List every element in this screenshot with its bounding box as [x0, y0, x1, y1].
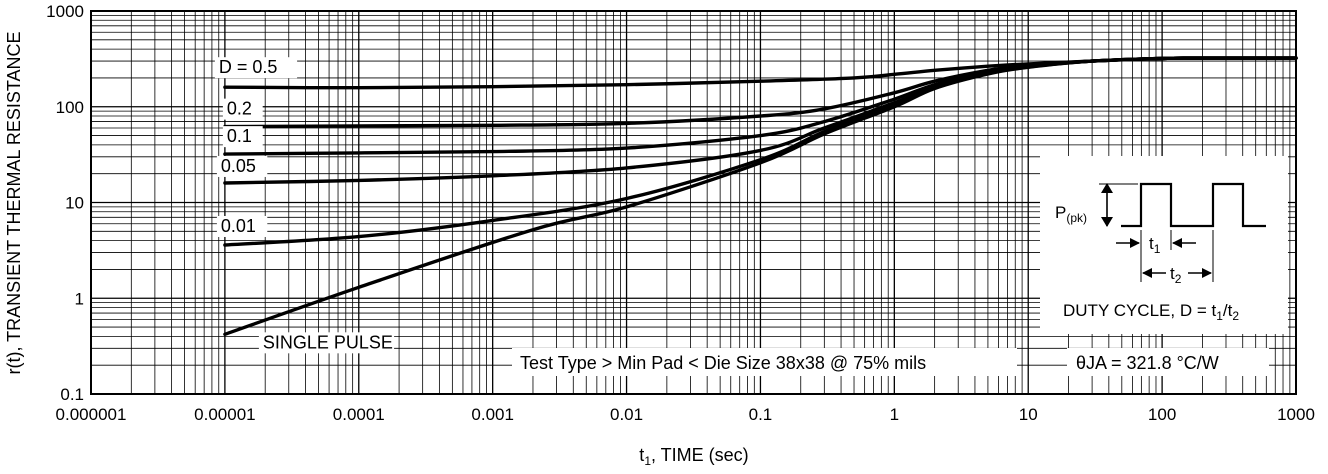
- y-axis-title: r(t), TRANSIENT THERMAL RESISTANCE: [4, 31, 24, 374]
- y-tick-label: 1000: [46, 2, 84, 21]
- series-label-bg: [222, 126, 263, 148]
- duty-cycle-formula: DUTY CYCLE, D = t1/t2: [1063, 301, 1239, 323]
- series-label-bg: [216, 215, 268, 237]
- theta-ja-text: θJA = 321.8 °C/W: [1076, 353, 1219, 373]
- series-labels: D = 0.5 0.2 0.1 0.05 0.01 SINGLE PULSE: [214, 57, 395, 354]
- x-tick-label: 0.0001: [333, 405, 385, 424]
- pulse-waveform: [1121, 182, 1266, 228]
- duty-cycle-inset: P(pk) t1 t2 DUTY CYCLE, D = t1/t2: [1040, 156, 1288, 334]
- x-tick-label: 0.001: [471, 405, 514, 424]
- series-label-2: 0.1: [227, 126, 252, 146]
- p-pk-label: P(pk): [1055, 203, 1087, 225]
- plot-frame: [90, 10, 1297, 395]
- x-tick-label: 1: [890, 405, 899, 424]
- series-label-bg: [216, 155, 268, 177]
- x-tick-label: 0.00001: [194, 405, 255, 424]
- y-tick-label: 10: [65, 194, 84, 213]
- x-tick-label: 1000: [1277, 405, 1315, 424]
- y-tick-label: 1: [75, 289, 84, 308]
- x-tick-label: 100: [1148, 405, 1176, 424]
- x-axis-title: t1, TIME (sec): [639, 445, 748, 468]
- test-type-annotation: Test Type > Min Pad < Die Size 38x38 @ 7…: [512, 348, 1017, 376]
- y-tick-label: 100: [56, 98, 84, 117]
- y-tick-label: 0.1: [60, 385, 84, 404]
- x-tick-label: 0.000001: [56, 405, 127, 424]
- series-label-bg: [258, 332, 395, 354]
- x-tick-label: 0.01: [610, 405, 643, 424]
- t2-label: t2: [1170, 264, 1182, 286]
- x-tick-labels: 0.000001 0.00001 0.0001 0.001 0.01 0.1 1 10 100 1…: [56, 405, 1315, 424]
- series-label-3: 0.05: [221, 156, 256, 176]
- series-label-bg: [214, 57, 298, 79]
- y-tick-labels: 0.1 1 10 100 1000: [46, 2, 84, 404]
- series-label-5: SINGLE PULSE: [263, 332, 393, 352]
- series-label-4: 0.01: [221, 216, 256, 236]
- series-label-bg: [222, 98, 263, 120]
- x-tick-label: 0.1: [749, 405, 773, 424]
- series-line-5: [223, 56, 1298, 336]
- series-label-0: D = 0.5: [219, 57, 278, 77]
- series-label-1: 0.2: [227, 99, 252, 119]
- series-curves: [223, 56, 1298, 336]
- test-type-text: Test Type > Min Pad < Die Size 38x38 @ 7…: [520, 353, 926, 373]
- theta-ja-annotation: θJA = 321.8 °C/W: [1067, 348, 1269, 376]
- x-tick-label: 10: [1019, 405, 1038, 424]
- t1-label: t1: [1149, 234, 1161, 256]
